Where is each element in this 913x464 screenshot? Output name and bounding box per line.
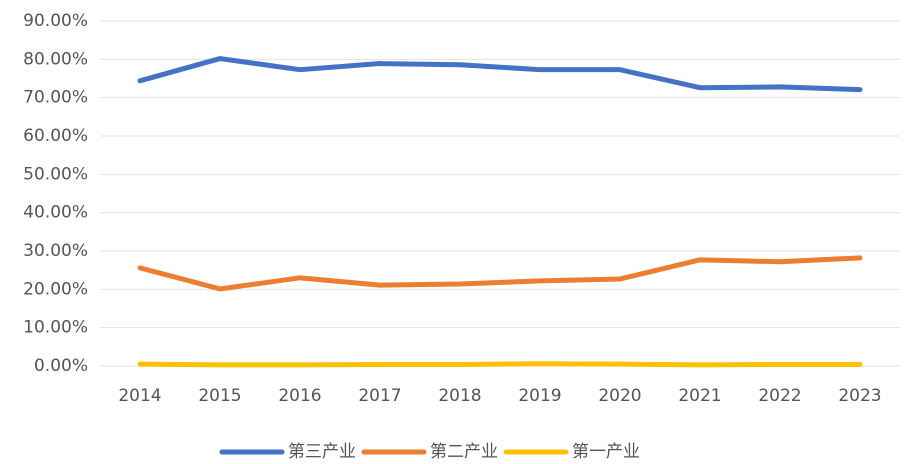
x-tick-label: 2020 (598, 386, 641, 406)
y-tick-label: 70.00% (23, 88, 88, 108)
y-tick-label: 40.00% (23, 203, 88, 223)
y-tick-label: 30.00% (23, 241, 88, 261)
y-tick-label: 50.00% (23, 164, 88, 184)
y-tick-label: 10.00% (23, 318, 88, 338)
y-tick-label: 60.00% (23, 126, 88, 146)
y-tick-label: 80.00% (23, 49, 88, 69)
x-tick-label: 2018 (438, 386, 481, 406)
x-tick-label: 2015 (198, 386, 241, 406)
y-tick-label: 0.00% (34, 356, 88, 376)
series-line (137, 255, 863, 292)
series-line (137, 56, 863, 93)
x-tick-label: 2023 (838, 386, 881, 406)
x-tick-label: 2016 (278, 386, 321, 406)
x-tick-label: 2022 (758, 386, 801, 406)
series-line (137, 361, 863, 368)
x-tick-label: 2014 (118, 386, 161, 406)
legend-label: 第二产业 (430, 442, 498, 462)
legend-label: 第三产业 (288, 442, 356, 462)
x-tick-label: 2021 (678, 386, 721, 406)
x-tick-label: 2017 (358, 386, 401, 406)
x-tick-label: 2019 (518, 386, 561, 406)
legend-label: 第一产业 (572, 442, 640, 462)
y-tick-label: 90.00% (23, 11, 88, 31)
y-tick-label: 20.00% (23, 279, 88, 299)
